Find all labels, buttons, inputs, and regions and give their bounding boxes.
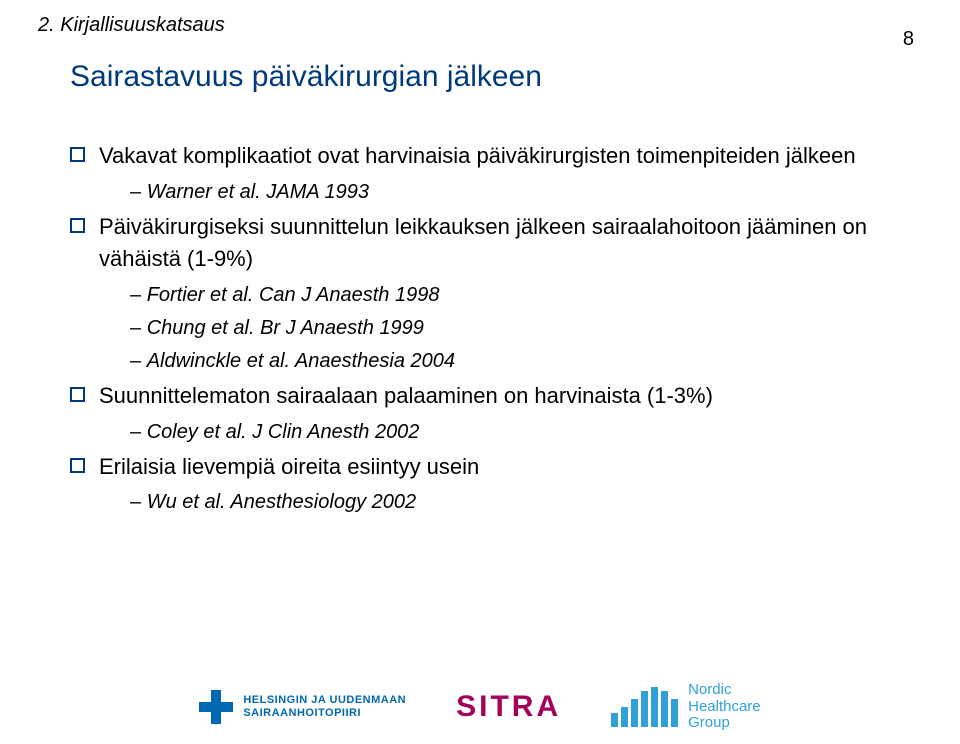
page-number: 8: [903, 28, 914, 51]
page-title: Sairastavuus päiväkirurgian jälkeen: [70, 60, 542, 94]
bullet-text: Päiväkirurgiseksi suunnittelun leikkauks…: [99, 211, 900, 275]
sub-item: Fortier et al. Can J Anaesth 1998: [130, 281, 900, 310]
sub-item: Chung et al. Br J Anaesth 1999: [130, 314, 900, 343]
nhg-line3: Group: [688, 715, 761, 732]
sub-item: Wu et al. Anesthesiology 2002: [130, 488, 900, 517]
section-number: 2. Kirjallisuuskatsaus: [38, 14, 225, 37]
bullet-item: Erilaisia lievempiä oireita esiintyy use…: [70, 451, 900, 483]
bullet-text: Erilaisia lievempiä oireita esiintyy use…: [99, 451, 900, 483]
sub-item: Aldwinckle et al. Anaesthesia 2004: [130, 347, 900, 376]
bullet-item: Päiväkirurgiseksi suunnittelun leikkauks…: [70, 211, 900, 275]
bullet-marker-icon: [70, 147, 85, 162]
bullet-text: Suunnittelematon sairaalaan palaaminen o…: [99, 380, 900, 412]
bullet-marker-icon: [70, 387, 85, 402]
sitra-logo: SITRA: [456, 690, 561, 724]
bullet-item: Vakavat komplikaatiot ovat harvinaisia p…: [70, 140, 900, 172]
bullet-marker-icon: [70, 458, 85, 473]
sub-item: Coley et al. J Clin Anesth 2002: [130, 418, 900, 447]
sub-item: Warner et al. JAMA 1993: [130, 178, 900, 207]
slide: 2. Kirjallisuuskatsaus 8 Sairastavuus pä…: [0, 0, 960, 744]
hus-line2: SAIRAANHOITOPIIRI: [243, 707, 406, 720]
nhg-logo: Nordic Healthcare Group: [611, 682, 761, 732]
bullet-item: Suunnittelematon sairaalaan palaaminen o…: [70, 380, 900, 412]
nhg-line2: Healthcare: [688, 699, 761, 716]
footer: HELSINGIN JA UUDENMAAN SAIRAANHOITOPIIRI…: [0, 670, 960, 744]
hus-logo: HELSINGIN JA UUDENMAAN SAIRAANHOITOPIIRI: [199, 690, 406, 724]
bullet-marker-icon: [70, 218, 85, 233]
content-area: Vakavat komplikaatiot ovat harvinaisia p…: [70, 140, 900, 521]
hus-text: HELSINGIN JA UUDENMAAN SAIRAANHOITOPIIRI: [243, 694, 406, 719]
hus-line1: HELSINGIN JA UUDENMAAN: [243, 694, 406, 707]
cross-icon: [199, 690, 233, 724]
nhg-line1: Nordic: [688, 682, 761, 699]
bullet-text: Vakavat komplikaatiot ovat harvinaisia p…: [99, 140, 900, 172]
nhg-text: Nordic Healthcare Group: [688, 682, 761, 732]
bars-icon: [611, 687, 678, 727]
